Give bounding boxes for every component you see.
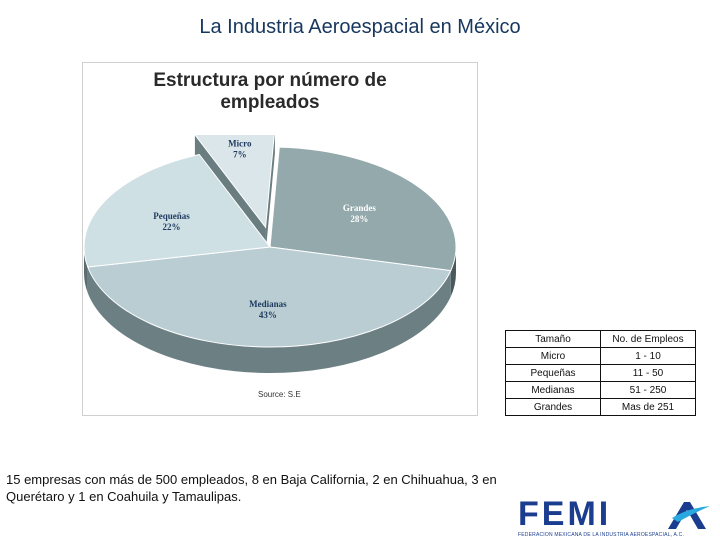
femia-logo: FEMI FEDERACION MEXICANA DE LA INDUSTRIA… — [518, 495, 714, 538]
table-header-cell: No. de Empleos — [600, 330, 696, 348]
table-cell: Pequeñas — [505, 364, 601, 382]
pie-slice-label: Pequeñas — [153, 211, 190, 221]
table-cell: Grandes — [505, 398, 601, 416]
pie-slice-pequeñas — [83, 153, 271, 268]
pie-slice-cut-micro — [265, 135, 275, 254]
pie-slice-value: 7% — [233, 149, 247, 159]
pie-slice-value: 28% — [350, 214, 368, 224]
pie-slice-medianas — [87, 246, 452, 348]
pie-slice-label: Medianas — [249, 299, 287, 309]
logo-word: FEMI — [518, 495, 714, 533]
logo-tagline: FEDERACION MEXICANA DE LA INDUSTRIA AERO… — [518, 532, 685, 538]
table-header-cell: Tamaño — [505, 330, 601, 348]
table-cell: 1 - 10 — [600, 347, 696, 365]
logo-a-swoosh-icon — [668, 502, 710, 529]
slide-title: La Industria Aeroespacial en México — [199, 16, 521, 38]
table-header-row: Tamaño No. de Empleos — [505, 330, 696, 348]
table-row: Pequeñas 11 - 50 — [505, 364, 696, 382]
pie-slice-grandes — [269, 146, 457, 272]
pie-slice-side-medianas — [87, 266, 451, 373]
table-cell: 11 - 50 — [600, 364, 696, 382]
size-table: Tamaño No. de Empleos Micro 1 - 10 Pequeñas 1… — [505, 330, 696, 416]
table-row: Micro 1 - 10 — [505, 347, 696, 365]
logo-word-text: FEMI — [518, 495, 612, 533]
table-cell: Mas de 251 — [600, 398, 696, 416]
pie-slice-value: 43% — [259, 310, 277, 320]
table-cell: Micro — [505, 347, 601, 365]
chart-title-line-1: Estructura por número de — [153, 70, 387, 91]
chart-source: Source: S.E — [258, 390, 301, 399]
footnote: 15 empresas con más de 500 empleados, 8 … — [6, 472, 497, 504]
table-cell: Medianas — [505, 381, 601, 399]
chart-title: Estructura por número de empleados — [140, 70, 400, 114]
pie-slice-label: Micro — [228, 138, 252, 148]
table-row: Medianas 51 - 250 — [505, 381, 696, 399]
table-row: Grandes Mas de 251 — [505, 398, 696, 416]
pie-slice-micro — [194, 135, 275, 229]
chart-title-line-2: empleados — [220, 92, 320, 113]
pie-slice-value: 22% — [163, 222, 181, 232]
pie-slice-label: Grandes — [343, 203, 377, 213]
table-cell: 51 - 250 — [600, 381, 696, 399]
